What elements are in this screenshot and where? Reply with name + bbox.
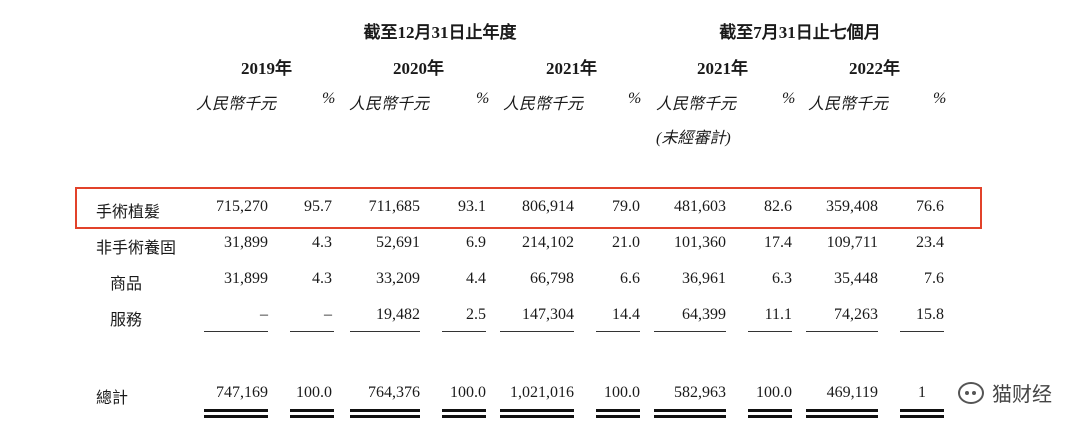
unit-pct-2021: % (628, 90, 642, 107)
cell: 6.9 (466, 234, 486, 251)
rule (290, 331, 334, 332)
unit-rmb-2020: 人民幣千元 (349, 96, 430, 113)
unit-pct-2020: % (476, 90, 490, 107)
cell: 109,711 (826, 234, 878, 251)
cell: 93.1 (458, 198, 486, 215)
double-rule (596, 409, 640, 418)
cell: 100.0 (756, 384, 792, 401)
unaudited-note: (未經審計) (656, 130, 731, 147)
cell: 76.6 (916, 198, 944, 215)
cell: 66,798 (530, 270, 574, 287)
double-rule (748, 409, 792, 418)
cell: 1,021,016 (510, 384, 574, 401)
cell: 4.4 (466, 270, 486, 287)
cell: 21.0 (612, 234, 640, 251)
row-label-total: 總計 (96, 390, 129, 407)
year-2020: 2020年 (393, 59, 444, 78)
cell: 100.0 (450, 384, 486, 401)
cell: 100.0 (604, 384, 640, 401)
row-label-products: 商品 (110, 276, 143, 293)
cell: 4.3 (312, 270, 332, 287)
double-rule (204, 409, 268, 418)
year-2021-7m: 2021年 (697, 59, 748, 78)
cell: 33,209 (376, 270, 420, 287)
cell: 95.7 (304, 198, 332, 215)
cell: 74,263 (834, 306, 878, 323)
cell: 6.6 (620, 270, 640, 287)
rule (748, 331, 792, 332)
year-2019: 2019年 (241, 59, 292, 78)
rule (350, 331, 420, 332)
unit-rmb-2022-7m: 人民幣千元 (808, 96, 889, 113)
cell: 214,102 (522, 234, 574, 251)
cell: 23.4 (916, 234, 944, 251)
cell: 582,963 (674, 384, 726, 401)
unit-rmb-2021-7m: 人民幣千元 (656, 96, 737, 113)
unit-pct-2022-7m: % (933, 90, 947, 107)
double-rule (806, 409, 878, 418)
unit-pct-2019: % (322, 90, 336, 107)
rule (596, 331, 640, 332)
rule (900, 331, 944, 332)
cell: 17.4 (764, 234, 792, 251)
cell: 715,270 (216, 198, 268, 215)
rule (500, 331, 574, 332)
year-2022-7m: 2022年 (849, 59, 900, 78)
wechat-icon (958, 381, 984, 404)
highlight-box (75, 187, 982, 229)
cell: 11.1 (764, 306, 792, 323)
cell: 82.6 (764, 198, 792, 215)
cell: 52,691 (376, 234, 420, 251)
cell: 64,399 (682, 306, 726, 323)
cell: 806,914 (522, 198, 574, 215)
rule (654, 331, 726, 332)
cell: 101,360 (674, 234, 726, 251)
double-rule (290, 409, 334, 418)
cell: 764,376 (368, 384, 420, 401)
cell: 4.3 (312, 234, 332, 251)
double-rule (654, 409, 726, 418)
cell: 35,448 (834, 270, 878, 287)
cell: 2.5 (466, 306, 486, 323)
double-rule (500, 409, 574, 418)
year-2021: 2021年 (546, 59, 597, 78)
watermark: 猫财经 (958, 378, 1052, 407)
double-rule (900, 409, 944, 418)
cell: 14.4 (612, 306, 640, 323)
cell: 7.6 (924, 270, 944, 287)
cell: – (260, 306, 268, 323)
header-seven-months: 截至7月31日止七個月 (719, 23, 881, 42)
rule (204, 331, 268, 332)
row-label-non-surgical: 非手術養固 (96, 240, 177, 257)
cell: 6.3 (772, 270, 792, 287)
row-label-services: 服務 (110, 312, 143, 329)
cell: 79.0 (612, 198, 640, 215)
double-rule (442, 409, 486, 418)
cell: 711,685 (368, 198, 420, 215)
cell: 469,119 (826, 384, 878, 401)
double-rule (350, 409, 420, 418)
cell: 31,899 (224, 270, 268, 287)
cell: 19,482 (376, 306, 420, 323)
cell: 147,304 (522, 306, 574, 323)
unit-rmb-2019: 人民幣千元 (196, 96, 277, 113)
cell: 359,408 (826, 198, 878, 215)
cell: 31,899 (224, 234, 268, 251)
cell: 100.0 (296, 384, 332, 401)
cell: 15.8 (916, 306, 944, 323)
cell: 481,603 (674, 198, 726, 215)
unit-rmb-2021: 人民幣千元 (503, 96, 584, 113)
row-label-surgical: 手術植髮 (96, 204, 161, 221)
rule (806, 331, 878, 332)
cell: 747,169 (216, 384, 268, 401)
unit-pct-2021-7m: % (782, 90, 796, 107)
watermark-text: 猫财经 (992, 382, 1052, 406)
cell: – (324, 306, 332, 323)
header-year-ended: 截至12月31日止年度 (363, 23, 517, 42)
rule (442, 331, 486, 332)
cell: 1 (918, 384, 926, 401)
cell: 36,961 (682, 270, 726, 287)
